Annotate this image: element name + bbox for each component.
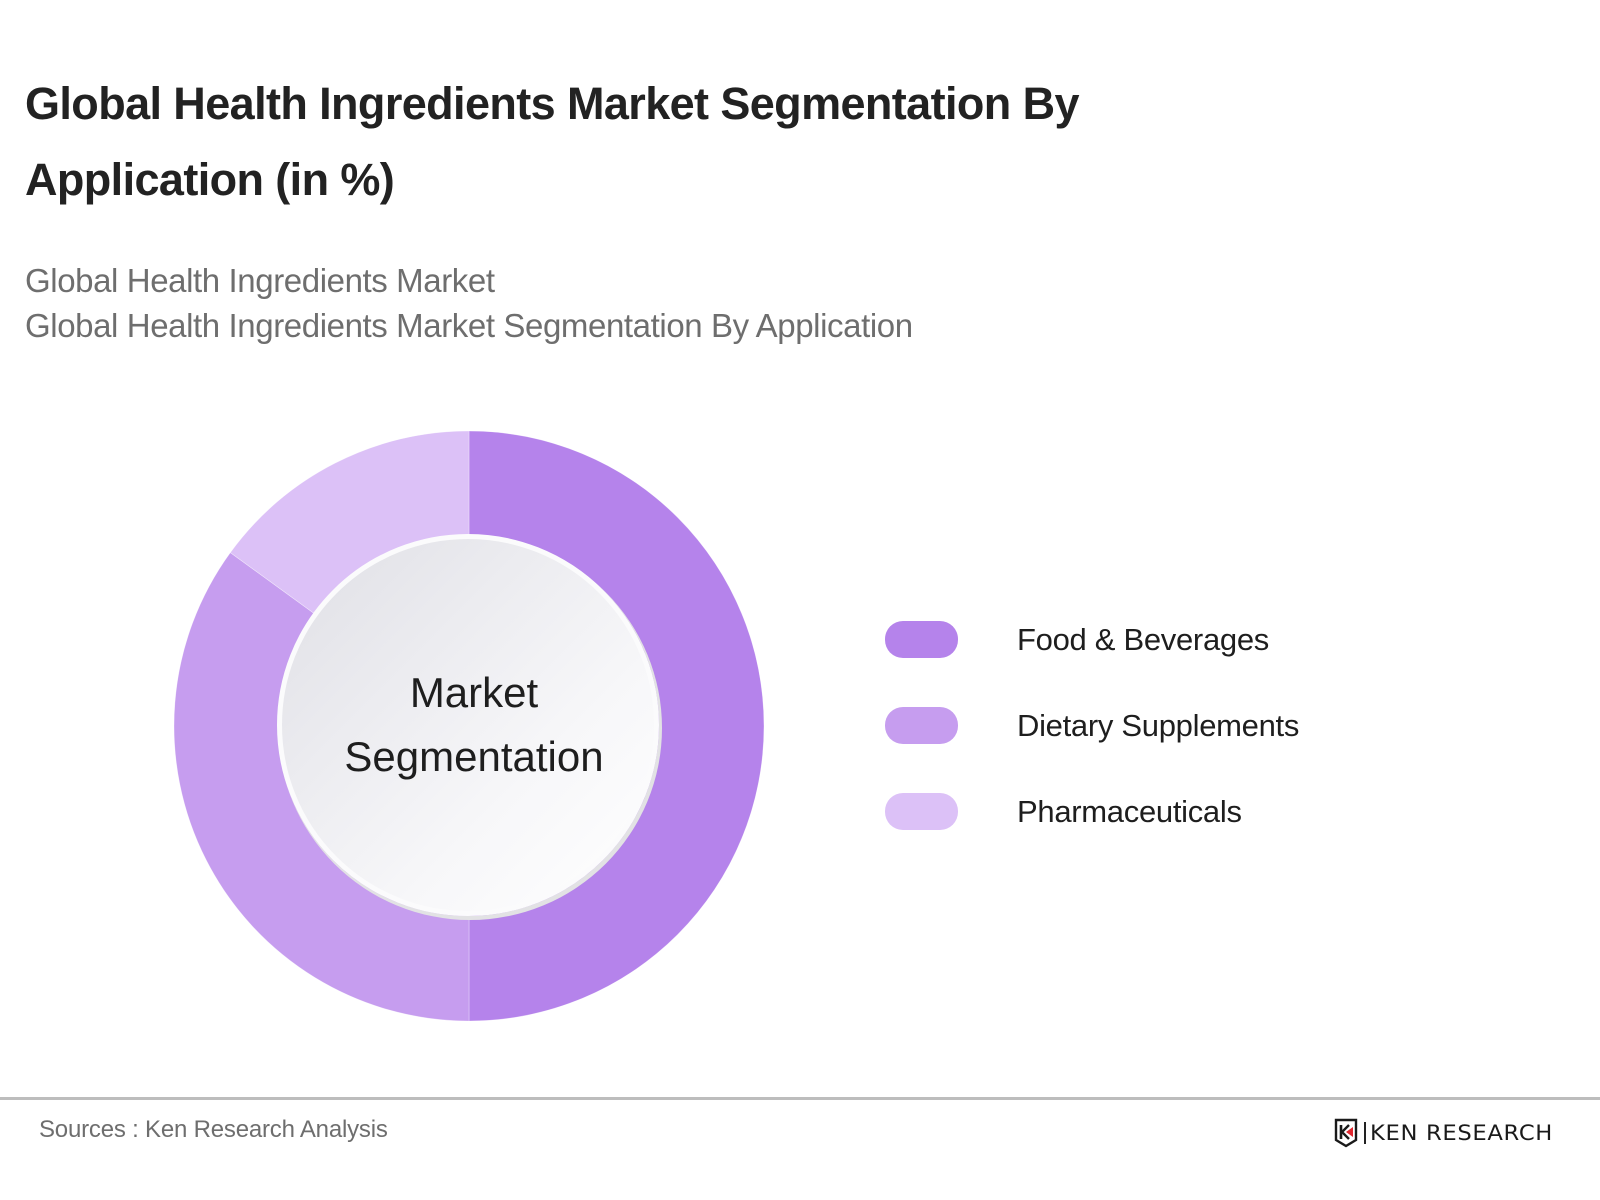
- legend-item-pharmaceuticals[interactable]: Pharmaceuticals: [885, 793, 1299, 830]
- legend-swatch-pharmaceuticals: [885, 793, 958, 830]
- logo-wordmark: KEN RESEARCH: [1370, 1121, 1554, 1145]
- chart-title-line-1: Global Health Ingredients Market Segment…: [25, 78, 1080, 129]
- donut-center-label-disc: Market Segmentation: [277, 534, 659, 916]
- donut-chart-svg: Food & Beverages: 50%Dietary Supplements…: [173, 430, 765, 1022]
- chart-legend: Food & Beverages Dietary Supplements Pha…: [885, 621, 1299, 879]
- legend-label-food-beverages: Food & Beverages: [1017, 621, 1269, 657]
- chart-subtitle-line-1: Global Health Ingredients Market: [25, 262, 495, 299]
- footer-source-text: Sources : Ken Research Analysis: [39, 1116, 388, 1143]
- legend-label-pharmaceuticals: Pharmaceuticals: [1017, 793, 1242, 829]
- ken-research-logo: KEN RESEARCH: [1334, 1117, 1552, 1149]
- logo-divider: [1364, 1122, 1366, 1144]
- chart-title-line-2: Application (in %): [25, 154, 395, 205]
- chart-subtitle-line-2: Global Health Ingredients Market Segment…: [25, 307, 913, 344]
- legend-item-food-beverages[interactable]: Food & Beverages: [885, 621, 1299, 658]
- legend-swatch-food-beverages: [885, 621, 958, 658]
- legend-swatch-dietary-supplements: [885, 707, 958, 744]
- legend-label-dietary-supplements: Dietary Supplements: [1017, 707, 1300, 743]
- chart-title: Global Health Ingredients Market Segment…: [25, 66, 1585, 218]
- ken-research-shield-logo-icon: [1334, 1118, 1358, 1148]
- donut-chart: Food & Beverages: 50%Dietary Supplements…: [173, 430, 765, 1022]
- donut-center-label: Market Segmentation: [344, 661, 603, 789]
- center-label-line-2: Segmentation: [344, 733, 604, 780]
- center-label-line-1: Market: [409, 669, 539, 716]
- legend-item-dietary-supplements[interactable]: Dietary Supplements: [885, 707, 1299, 744]
- chart-subtitle: Global Health Ingredients Market Global …: [25, 258, 1585, 348]
- footer-divider: [0, 1097, 1600, 1100]
